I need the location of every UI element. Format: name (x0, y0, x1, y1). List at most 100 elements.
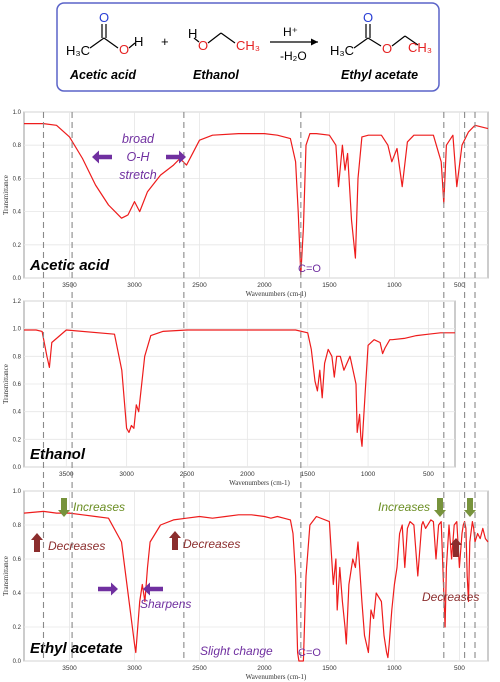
annotation-broad: broad (122, 132, 155, 146)
x-tick-label: 500 (454, 665, 465, 672)
x-tick-label: 3000 (127, 282, 142, 289)
spectrum-panel-1: 3500 3000 2500 2000 1500 1000 500 0.0 0.2 0.4 0.6 0… (2, 110, 489, 298)
x-tick-label: 1000 (387, 282, 402, 289)
ethanol-name: Ethanol (193, 68, 239, 82)
y-tick-label: 0.4 (13, 591, 22, 597)
annotation-increases-left: Increases (73, 500, 125, 514)
annotation-increases-right: Increases (378, 500, 430, 514)
increase-arrow-left (58, 498, 70, 517)
plot-frame (23, 111, 489, 279)
decrease-arrow-right (450, 538, 462, 557)
plus-sign: + (161, 34, 169, 49)
y-tick-label: 0.2 (13, 625, 22, 631)
spectrum-line (23, 510, 489, 662)
ester-name: Ethyl acetate (341, 68, 418, 82)
y-tick-label: 0.0 (13, 659, 22, 665)
catalyst-label: H⁺ (283, 25, 298, 39)
water-loss-label: -H₂O (280, 49, 307, 63)
annotation-decreases-right: Decreases (422, 590, 479, 604)
x-tick-label: 1500 (300, 471, 315, 478)
reaction-arrow: H⁺ -H₂O (270, 25, 318, 63)
increase-arrow-right-1 (434, 498, 446, 517)
x-tick-label: 2000 (257, 665, 272, 672)
x-tick-label: 2500 (192, 665, 207, 672)
ethanol-o: O (198, 38, 208, 53)
x-axis-label: Wavenumbers (cm-1) (246, 290, 307, 298)
y-tick-label: 0.4 (13, 410, 22, 416)
annotation-stretch: stretch (119, 168, 157, 182)
sharpens-right-arrow (98, 582, 118, 596)
spectrum-title: Ethyl acetate (30, 640, 123, 657)
spectra-panels: 3500 3000 2500 2000 1500 1000 500 0.0 0.2 0.4 0.6 0… (2, 110, 489, 681)
y-tick-label: 0.0 (13, 465, 22, 471)
ester-h3c: H₃C (330, 43, 354, 58)
y-tick-label: 0.4 (13, 210, 22, 216)
acid-name: Acetic acid (69, 68, 136, 82)
y-tick-label: 0.6 (13, 557, 22, 563)
ethyl-acetate-structure: H₃C O O CH₃ Ethyl acetate (330, 10, 432, 82)
spectrum-panel-2: 3500 3000 2500 2000 1500 1000 500 0.0 0.2 0.4 0.6 0… (2, 299, 456, 487)
annotation-co-1: C=O (298, 263, 321, 275)
broad-right-arrow (166, 150, 186, 164)
y-tick-label: 0.2 (13, 437, 22, 443)
x-tick-label: 3000 (127, 665, 142, 672)
annotation-oh: O-H (127, 150, 151, 164)
ethanol-ch3: CH₃ (236, 38, 260, 53)
annotation-slight-change: Slight change (200, 644, 273, 658)
y-axis-label: Transmittance (2, 556, 10, 596)
y-tick-label: 0.6 (13, 176, 22, 182)
ester-o: O (382, 41, 392, 56)
acid-hydroxyl-h: H (134, 34, 143, 49)
x-tick-label: 1500 (322, 282, 337, 289)
decrease-arrow-left (31, 533, 43, 552)
x-tick-label: 500 (423, 471, 434, 478)
x-tick-label: 3500 (59, 471, 74, 478)
acid-carbonyl-o: O (99, 10, 109, 25)
x-tick-label: 3000 (119, 471, 134, 478)
x-tick-label: 2500 (180, 471, 195, 478)
x-tick-label: 500 (454, 282, 465, 289)
y-tick-label: 1.0 (13, 110, 22, 116)
annotation-decreases-left: Decreases (48, 539, 105, 553)
plot-frame (23, 490, 489, 662)
spectrum-title: Ethanol (30, 446, 86, 463)
x-axis-label: Wavenumbers (cm-1) (246, 673, 307, 681)
ethanol-structure: H O CH₃ Ethanol (188, 26, 260, 82)
x-tick-label: 1500 (322, 665, 337, 672)
y-tick-label: 0.6 (13, 382, 22, 388)
x-tick-label: 2000 (257, 282, 272, 289)
spectrum-line (24, 122, 489, 276)
alignment-guides (42, 112, 476, 661)
y-tick-label: 0.0 (13, 276, 22, 282)
spectrum-panel-3: 3500 3000 2500 2000 1500 1000 500 0.0 0.2 0.4 0.6 0… (2, 489, 489, 681)
y-tick-label: 1.0 (13, 327, 22, 333)
reaction-scheme: H₃C O O H Acetic acid + H O CH₃ Ethanol … (56, 2, 440, 92)
sharpens-left-arrow (143, 582, 163, 596)
annotation-co-3: C=O (298, 647, 321, 659)
x-tick-label: 1000 (387, 665, 402, 672)
y-tick-label: 0.8 (13, 354, 22, 360)
ester-carbonyl-o: O (363, 10, 373, 25)
x-tick-label: 2000 (240, 471, 255, 478)
annotations: broad O-H stretch C=O Increases Decreases Decr… (31, 132, 479, 659)
x-tick-label: 2500 (192, 282, 207, 289)
y-tick-label: 1.0 (13, 489, 22, 495)
acid-h3c-label: H₃C (66, 43, 90, 58)
annotation-sharpens: Sharpens (140, 597, 191, 611)
acid-hydroxyl-o: O (119, 42, 129, 57)
y-tick-label: 0.2 (13, 243, 22, 249)
x-tick-label: 3500 (62, 282, 77, 289)
broad-left-arrow (92, 150, 112, 164)
x-tick-label: 3500 (62, 665, 77, 672)
x-axis-label: Wavenumbers (cm-1) (229, 479, 290, 487)
y-axis-label: Transmittance (2, 175, 10, 215)
y-tick-label: 0.8 (13, 143, 22, 149)
annotation-decreases-mid: Decreases (183, 537, 240, 551)
ester-ch3: CH₃ (408, 40, 432, 55)
x-tick-label: 1000 (361, 471, 376, 478)
ethanol-h: H (188, 26, 197, 41)
y-tick-label: 0.8 (13, 523, 22, 529)
y-tick-label: 1.2 (13, 299, 22, 305)
decrease-arrow-mid (169, 531, 181, 550)
